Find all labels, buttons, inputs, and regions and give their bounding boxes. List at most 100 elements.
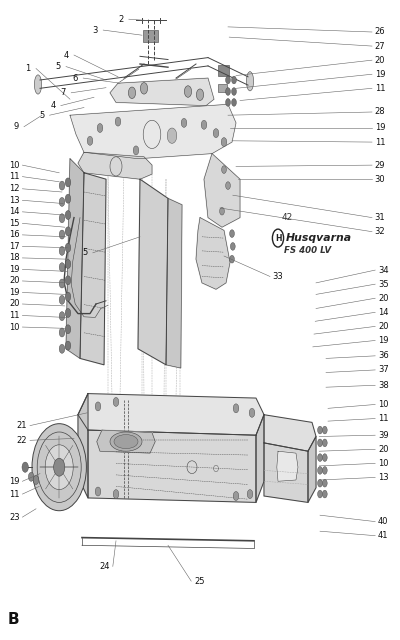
- Polygon shape: [277, 451, 298, 481]
- Text: FS 400 LV: FS 400 LV: [284, 246, 331, 255]
- Circle shape: [65, 227, 71, 236]
- Circle shape: [95, 487, 101, 496]
- Circle shape: [167, 128, 177, 143]
- Circle shape: [95, 402, 101, 411]
- Circle shape: [59, 328, 65, 337]
- Text: 19: 19: [375, 70, 385, 79]
- Text: 20: 20: [378, 445, 388, 454]
- Text: 20: 20: [375, 56, 385, 65]
- Ellipse shape: [246, 72, 254, 91]
- Text: 3: 3: [92, 26, 98, 35]
- Text: 28: 28: [375, 108, 385, 116]
- Text: 11: 11: [9, 172, 20, 181]
- Text: 12: 12: [9, 184, 20, 193]
- Circle shape: [232, 88, 236, 95]
- Polygon shape: [70, 104, 236, 159]
- Text: 40: 40: [378, 517, 388, 526]
- Text: 10: 10: [9, 161, 20, 170]
- Text: 4: 4: [63, 51, 69, 60]
- Circle shape: [220, 207, 224, 215]
- Text: 6: 6: [72, 74, 78, 83]
- Text: 14: 14: [378, 308, 388, 317]
- Circle shape: [222, 166, 226, 173]
- Text: 20: 20: [9, 300, 20, 308]
- Circle shape: [59, 279, 65, 288]
- Circle shape: [113, 490, 119, 499]
- Circle shape: [65, 292, 71, 301]
- Polygon shape: [308, 436, 316, 502]
- Text: 10: 10: [9, 323, 20, 332]
- Polygon shape: [88, 430, 256, 502]
- Text: 15: 15: [9, 219, 20, 228]
- Circle shape: [318, 439, 322, 447]
- Circle shape: [322, 439, 327, 447]
- Circle shape: [322, 426, 327, 434]
- Ellipse shape: [34, 75, 42, 94]
- Circle shape: [249, 408, 255, 417]
- Circle shape: [59, 197, 65, 207]
- Text: 19: 19: [9, 288, 20, 297]
- Text: 38: 38: [378, 381, 388, 390]
- FancyBboxPatch shape: [218, 84, 227, 92]
- Circle shape: [113, 397, 119, 406]
- Text: 11: 11: [375, 138, 385, 147]
- Circle shape: [87, 136, 93, 145]
- Text: 18: 18: [9, 253, 20, 262]
- Text: 31: 31: [375, 213, 385, 222]
- Text: 4: 4: [50, 101, 56, 110]
- Text: 19: 19: [378, 336, 388, 345]
- Text: 10: 10: [378, 459, 388, 468]
- Circle shape: [133, 146, 139, 155]
- Text: Husqvarna: Husqvarna: [286, 233, 352, 243]
- Circle shape: [33, 476, 39, 484]
- Circle shape: [226, 76, 230, 84]
- Text: 26: 26: [375, 28, 385, 36]
- Circle shape: [213, 129, 219, 138]
- Circle shape: [233, 404, 239, 413]
- Circle shape: [97, 124, 103, 132]
- Polygon shape: [204, 154, 240, 227]
- Text: 27: 27: [375, 42, 385, 51]
- Circle shape: [322, 454, 327, 461]
- Circle shape: [318, 490, 322, 498]
- Text: 5: 5: [39, 111, 44, 120]
- Circle shape: [65, 341, 71, 350]
- Text: 9: 9: [13, 122, 19, 131]
- Circle shape: [226, 182, 230, 189]
- Text: 19: 19: [9, 477, 20, 486]
- Text: 11: 11: [378, 414, 388, 423]
- Text: 13: 13: [378, 473, 388, 482]
- Text: 39: 39: [378, 431, 388, 440]
- Text: 20: 20: [378, 322, 388, 331]
- Text: 5: 5: [82, 248, 88, 257]
- Circle shape: [59, 230, 65, 239]
- Circle shape: [65, 195, 71, 204]
- Polygon shape: [264, 443, 308, 502]
- Text: 11: 11: [9, 490, 20, 499]
- Circle shape: [59, 312, 65, 321]
- Circle shape: [65, 178, 71, 187]
- Circle shape: [247, 490, 253, 499]
- Circle shape: [221, 138, 227, 147]
- Text: 25: 25: [194, 577, 204, 586]
- Circle shape: [45, 445, 73, 490]
- Circle shape: [59, 262, 65, 272]
- Circle shape: [65, 308, 71, 317]
- Circle shape: [22, 462, 28, 472]
- Text: 30: 30: [375, 175, 385, 184]
- Text: 2: 2: [118, 15, 124, 24]
- Ellipse shape: [114, 435, 138, 449]
- FancyBboxPatch shape: [143, 30, 158, 42]
- Polygon shape: [196, 218, 230, 289]
- Circle shape: [59, 296, 65, 305]
- Circle shape: [140, 83, 148, 94]
- Text: 17: 17: [9, 242, 20, 251]
- Circle shape: [318, 479, 322, 487]
- Text: 7: 7: [60, 88, 66, 97]
- Text: 29: 29: [375, 161, 385, 170]
- Polygon shape: [78, 394, 88, 498]
- Circle shape: [322, 467, 327, 474]
- Text: 11: 11: [9, 311, 20, 320]
- Circle shape: [65, 324, 71, 334]
- Text: 41: 41: [378, 531, 388, 540]
